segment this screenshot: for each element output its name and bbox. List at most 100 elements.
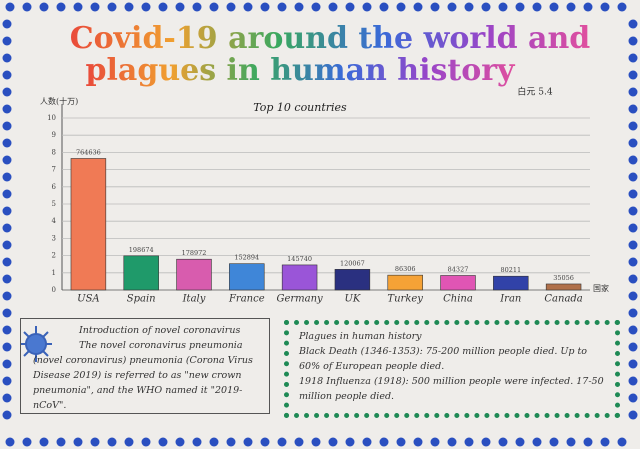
value-label: 35056 [553, 274, 574, 282]
border-dot [566, 437, 576, 447]
border-dot [56, 2, 66, 12]
value-label: 178972 [182, 249, 207, 257]
border-dot [628, 410, 638, 420]
border-dot [209, 437, 219, 447]
y-axis-label: 人数(十万) [40, 96, 78, 106]
border-dot [90, 2, 100, 12]
border-dot [2, 104, 12, 114]
border-dot [294, 2, 304, 12]
border-dot [226, 437, 236, 447]
border-dot [628, 121, 638, 131]
border-dot [2, 359, 12, 369]
border-dot [447, 437, 457, 447]
border-dot [628, 87, 638, 97]
border-dot [379, 2, 389, 12]
y-tick-label: 6 [52, 183, 57, 191]
border-dot [481, 2, 491, 12]
border-dot [379, 437, 389, 447]
border-dot [243, 437, 253, 447]
bar [545, 283, 582, 291]
border-dot [124, 2, 134, 12]
border-dot [362, 2, 372, 12]
plagues-item: 1918 Influenza (1918): 500 million peopl… [299, 376, 604, 402]
border-dot [90, 437, 100, 447]
border-dot [141, 437, 151, 447]
border-dot [141, 2, 151, 12]
intro-box: Introduction of novel coronavirus The no… [20, 318, 270, 414]
border-dot [628, 342, 638, 352]
x-tick-label: Italy [182, 294, 206, 305]
x-tick-label: China [443, 294, 473, 305]
border-dot [2, 70, 12, 80]
border-dot [294, 437, 304, 447]
border-dot [464, 437, 474, 447]
border-dot [396, 437, 406, 447]
border-dot [2, 410, 12, 420]
border-dot [260, 2, 270, 12]
border-dot [515, 2, 525, 12]
border-dot [396, 2, 406, 12]
bar [229, 263, 265, 291]
border-dot [2, 121, 12, 131]
border-dot [2, 376, 12, 386]
border-dot [628, 36, 638, 46]
plagues-heading: Plagues in human history [299, 331, 422, 342]
border-dot [22, 437, 32, 447]
border-dot [124, 437, 134, 447]
border-dot [192, 2, 202, 12]
x-tick-label: UK [344, 294, 360, 305]
plagues-item: Black Death (1346-1353): 75-200 million … [299, 346, 587, 372]
border-dot [2, 172, 12, 182]
y-tick-label: 10 [47, 114, 56, 122]
border-dot [73, 437, 83, 447]
value-label: 145740 [287, 255, 312, 263]
border-dot [2, 87, 12, 97]
border-dot [628, 240, 638, 250]
x-tick-label: France [228, 294, 265, 305]
value-label: 764636 [76, 148, 101, 156]
bar [387, 274, 423, 291]
bar [176, 258, 212, 291]
border-dot [628, 155, 638, 165]
poster-title: plagues in human history [86, 53, 517, 88]
border-dot [2, 19, 12, 29]
border-dot [628, 138, 638, 148]
border-dot [600, 2, 610, 12]
border-dot [175, 2, 185, 12]
border-dot [192, 437, 202, 447]
y-tick-label: 7 [52, 166, 56, 174]
plagues-box: Plagues in human history Black Death (13… [284, 320, 620, 418]
border-dot [498, 2, 508, 12]
border-dot [311, 2, 321, 12]
border-dot [2, 138, 12, 148]
y-tick-label: 5 [52, 200, 56, 208]
border-dot [2, 274, 12, 284]
border-dot [328, 2, 338, 12]
border-dot [628, 189, 638, 199]
border-dot [600, 437, 610, 447]
y-tick-label: 1 [52, 269, 56, 277]
border-dot [430, 2, 440, 12]
x-tick-label: Iran [499, 294, 521, 305]
border-dot [2, 155, 12, 165]
border-dot [226, 2, 236, 12]
border-dot [628, 325, 638, 335]
border-dot [175, 437, 185, 447]
border-dot [628, 104, 638, 114]
border-dot [628, 206, 638, 216]
border-dot [2, 240, 12, 250]
border-dot [532, 437, 542, 447]
border-dot [345, 2, 355, 12]
border-dot [413, 2, 423, 12]
border-dot [2, 308, 12, 318]
signature: 白元 5.4 [517, 86, 552, 98]
bar [281, 264, 318, 291]
border-dot [549, 2, 559, 12]
border-dot [583, 2, 593, 12]
border-dot [413, 437, 423, 447]
border-dot [311, 437, 321, 447]
border-dot [362, 437, 372, 447]
border-dot [345, 437, 355, 447]
intro-body: The novel coronavirus pneumonia (novel c… [33, 340, 253, 411]
